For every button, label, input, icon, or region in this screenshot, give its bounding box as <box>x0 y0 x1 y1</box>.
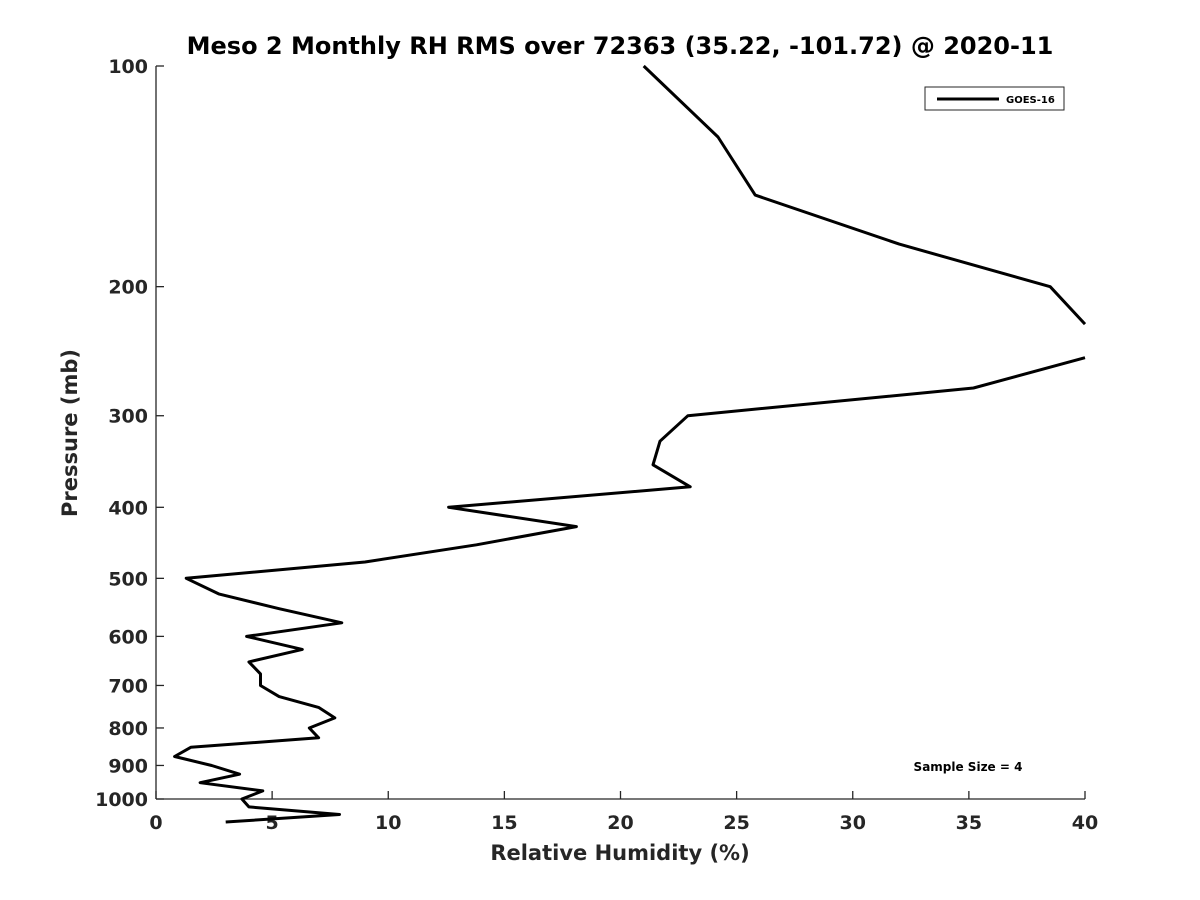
x-axis-label: Relative Humidity (%) <box>490 841 749 865</box>
y-tick-label-200: 200 <box>108 277 148 299</box>
y-tick-label-100: 100 <box>108 56 148 78</box>
y-axis-label: Pressure (mb) <box>58 349 82 517</box>
x-tick-label-15: 15 <box>491 812 517 834</box>
series-line-goes-16-segment-2 <box>173 356 1086 824</box>
x-tick-label-25: 25 <box>723 812 749 834</box>
y-tick-label-900: 900 <box>108 755 148 777</box>
sample-size-annotation: Sample Size = 4 <box>914 760 1023 774</box>
y-tick-label-800: 800 <box>108 718 148 740</box>
x-tick-label-35: 35 <box>956 812 982 834</box>
x-tick-label-30: 30 <box>840 812 866 834</box>
y-tick-label-500: 500 <box>108 568 148 590</box>
legend: GOES-16 <box>924 86 1065 111</box>
x-tick-label-20: 20 <box>607 812 633 834</box>
x-tick-label-0: 0 <box>149 812 162 834</box>
legend-label-goes-16: GOES-16 <box>1006 95 1055 106</box>
x-ticks: 0 5 10 15 20 25 30 35 40 <box>149 791 1098 834</box>
x-tick-label-5: 5 <box>266 812 279 834</box>
y-tick-label-400: 400 <box>108 497 148 519</box>
y-ticks: 100 200 300 400 500 600 700 800 900 1000 <box>95 56 164 811</box>
series-layer <box>173 64 1087 824</box>
x-tick-label-10: 10 <box>375 812 401 834</box>
series-line-goes-16-segment-1 <box>642 64 1087 326</box>
x-tick-label-40: 40 <box>1072 812 1098 834</box>
y-tick-label-300: 300 <box>108 406 148 428</box>
plot-area: 0 5 10 15 20 25 30 35 40 100 200 300 400 500 600 700 80… <box>95 56 1098 834</box>
y-tick-label-1000: 1000 <box>95 789 148 811</box>
y-tick-label-600: 600 <box>108 626 148 648</box>
y-tick-label-700: 700 <box>108 675 148 697</box>
chart-title: Meso 2 Monthly RH RMS over 72363 (35.22,… <box>187 32 1054 60</box>
